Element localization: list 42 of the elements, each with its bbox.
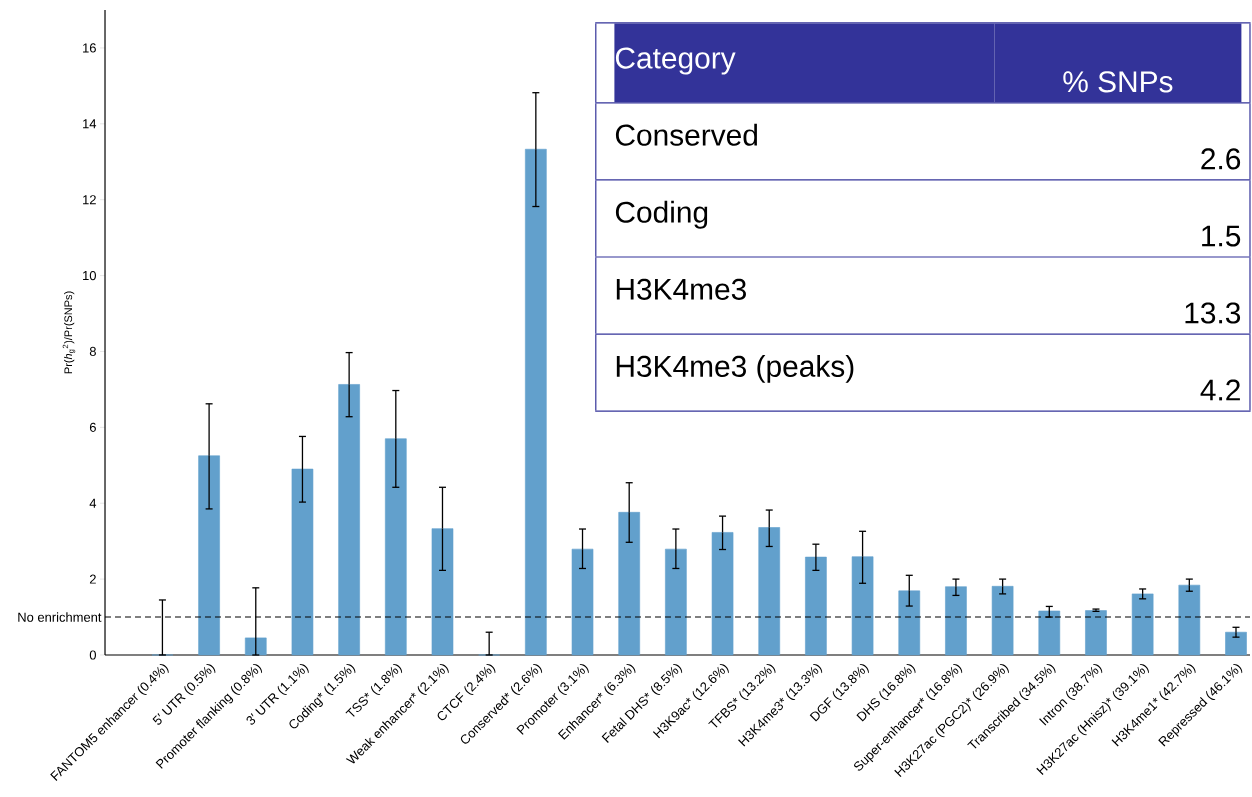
annotation: H3K4me3 (peaks) bbox=[616, 355, 854, 383]
bar bbox=[571, 548, 594, 656]
y-tick-label: 10 bbox=[83, 270, 96, 281]
bar bbox=[525, 148, 547, 656]
y-tick-label: 4 bbox=[89, 498, 97, 508]
bar bbox=[991, 586, 1014, 656]
bar bbox=[805, 556, 827, 656]
annotation: 4.2 bbox=[1200, 379, 1240, 401]
y-tick-label: 16 bbox=[83, 43, 96, 53]
bar bbox=[431, 528, 454, 656]
y-tick-label: 0 bbox=[89, 650, 96, 660]
annotation: Conserved bbox=[615, 123, 757, 146]
bar bbox=[338, 384, 360, 656]
y-tick-label: 2 bbox=[89, 574, 96, 584]
annotation: % SNPs bbox=[1063, 71, 1173, 93]
y-tick-label: 6 bbox=[89, 422, 96, 432]
bar bbox=[1131, 593, 1154, 656]
annotation: Coding bbox=[615, 200, 708, 229]
y-axis-title: Pr(h$_{g}$$^{2}$)/Pr(SNPs) bbox=[62, 291, 76, 374]
bar bbox=[945, 586, 967, 656]
bar bbox=[291, 468, 314, 656]
bar bbox=[385, 438, 407, 656]
y-tick-label: 14 bbox=[83, 119, 97, 129]
y-tick-label: 12 bbox=[83, 195, 96, 205]
annotation: 1.5 bbox=[1202, 225, 1241, 247]
bar bbox=[665, 548, 687, 656]
bar bbox=[851, 556, 874, 656]
annotation: Category bbox=[615, 47, 736, 75]
bar bbox=[1038, 610, 1061, 656]
bar bbox=[1225, 631, 1247, 656]
bar bbox=[711, 532, 734, 656]
y-tick-label: 8 bbox=[89, 346, 96, 357]
bar bbox=[758, 527, 781, 656]
annotation: 13.3 bbox=[1185, 302, 1241, 324]
bar bbox=[898, 590, 921, 656]
annotation: H3K4me3 bbox=[616, 278, 746, 300]
ref-line-label: No enrichment bbox=[18, 612, 102, 622]
bar bbox=[198, 455, 220, 656]
annotation: 2.6 bbox=[1201, 148, 1241, 170]
bar bbox=[1085, 610, 1107, 656]
bar bbox=[1178, 584, 1201, 656]
bar bbox=[618, 512, 640, 656]
